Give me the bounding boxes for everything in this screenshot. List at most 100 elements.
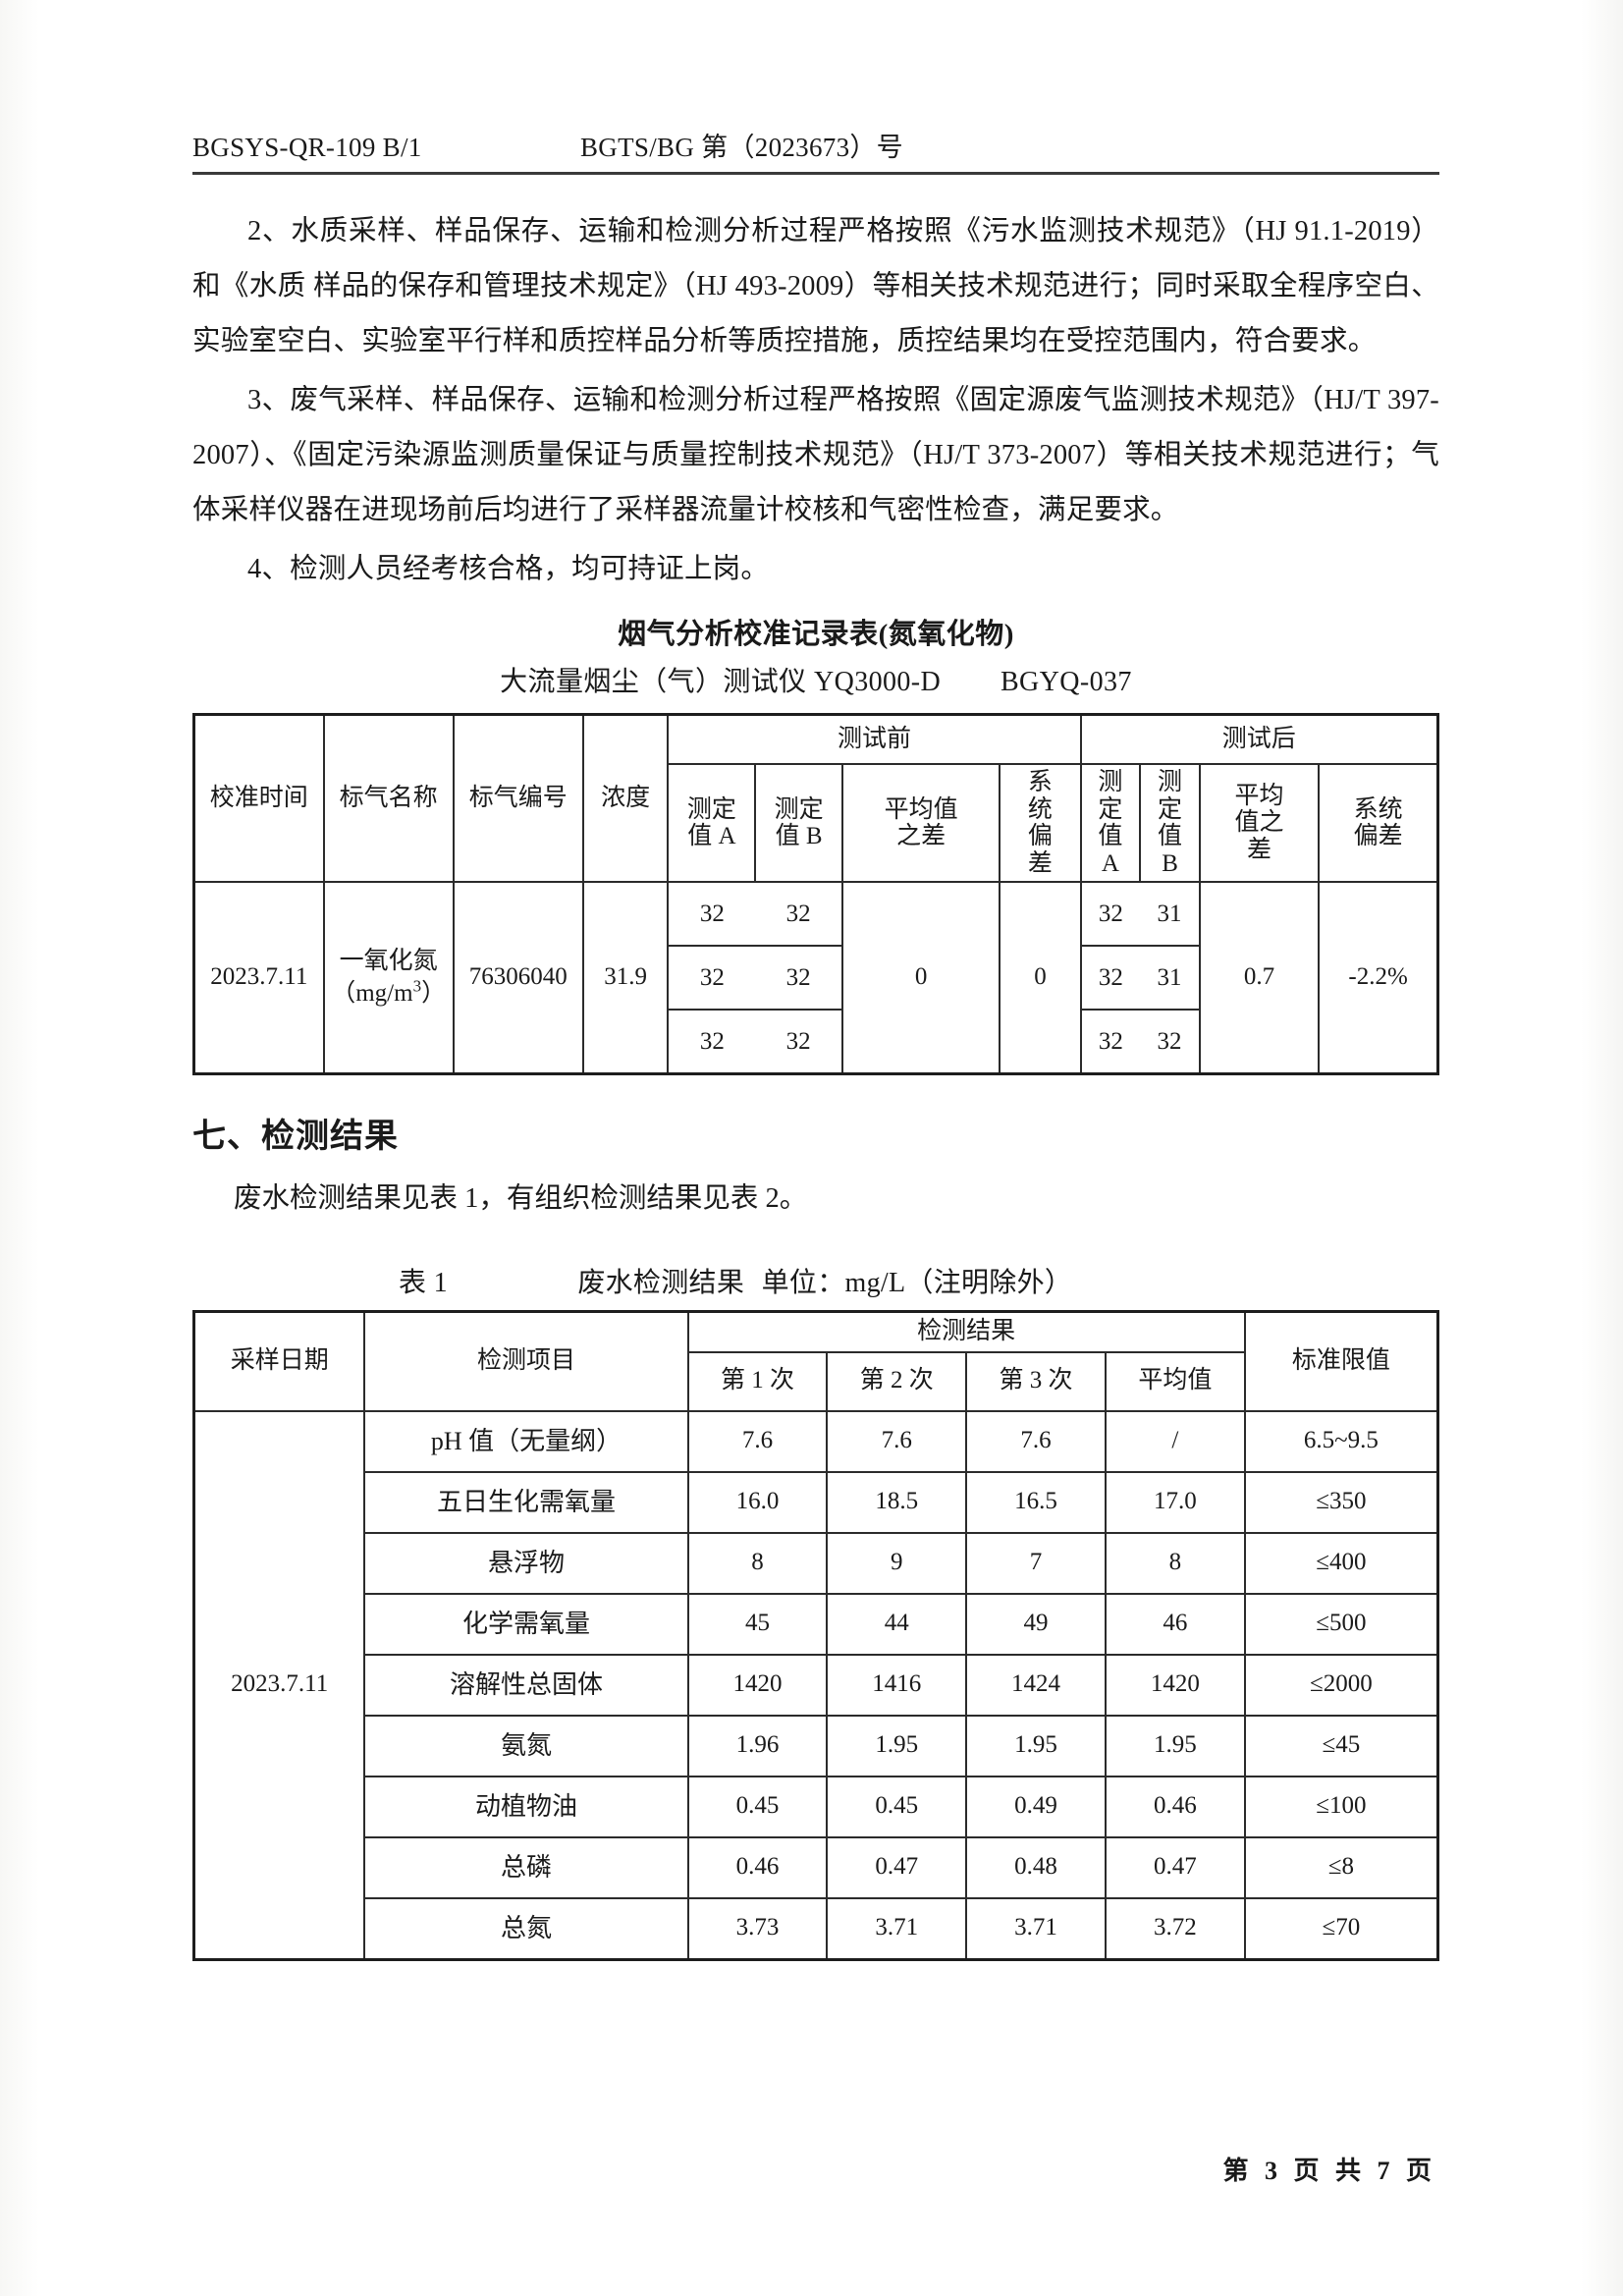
cell-limit: ≤400 [1243, 1531, 1439, 1595]
cell-mean: 8 [1104, 1531, 1246, 1595]
cell-mean: 1420 [1104, 1653, 1246, 1717]
cell-run2: 0.45 [826, 1775, 968, 1838]
report-serial-number: BGTS/BG 第（2023673）号 [580, 133, 903, 162]
col-before-mean-difference: 平均值 之差 [841, 763, 1001, 883]
table-row: 动植物油 0.45 0.45 0.49 0.46 ≤100 [194, 1775, 1439, 1838]
cell-item: 动植物油 [363, 1775, 689, 1838]
before-b-1: 32 [755, 883, 842, 947]
section-heading-results: 七、检测结果 [192, 1119, 399, 1155]
table1-caption: 表 1 废水检测结果 单位：mg/L（注明除外） [192, 1261, 1439, 1300]
cell-mean: / [1104, 1409, 1246, 1473]
cell-item: 悬浮物 [363, 1531, 689, 1595]
table1-label: 表 1 [399, 1268, 448, 1298]
after-a-2: 32 [1081, 946, 1141, 1011]
cell-run3: 7.6 [965, 1409, 1107, 1473]
document-code: BGSYS-QR-109 B/1 [192, 133, 422, 162]
cell-run1: 0.46 [686, 1835, 829, 1899]
table1-header-row-group: 采样日期 检测项目 检测结果 标准限值 [192, 1310, 1439, 1412]
paragraph-exhaust-sampling: 3、废气采样、样品保存、运输和检测分析过程严格按照《固定源废气监测技术规范》（H… [192, 385, 1439, 525]
cell-calibration-time: 2023.7.11 [192, 881, 325, 1075]
cell-run3: 0.48 [965, 1835, 1107, 1899]
calibration-header-row-group: 校准时间 标气名称 标气编号 浓度 测试前 测试后 [192, 713, 1439, 883]
col-after-value-b: 测 定 值 B [1139, 763, 1201, 883]
col-run-2: 第 2 次 [826, 1350, 968, 1412]
cell-mean: 1.95 [1104, 1714, 1246, 1777]
cell-limit: ≤100 [1243, 1775, 1439, 1838]
table-row: 2023.7.11 pH 值（无量纲） 7.6 7.6 7.6 / 6.5~9.… [192, 1409, 1439, 1960]
cell-run2: 9 [826, 1531, 968, 1595]
paragraph-personnel: 4、检测人员经考核合格，均可持证上岗。 [247, 554, 770, 584]
cell-limit: 6.5~9.5 [1243, 1409, 1439, 1473]
cell-after-mean-difference: 0.7 [1198, 881, 1321, 1075]
cell-run1: 1.96 [686, 1714, 829, 1777]
after-a-1: 32 [1081, 883, 1141, 947]
before-a-2: 32 [669, 946, 756, 1011]
cell-run3: 3.71 [965, 1896, 1107, 1960]
cell-run3: 16.5 [965, 1470, 1107, 1534]
table1-header-row-sub: 第 1 次 第 2 次 第 3 次 平均值 [194, 1350, 1438, 1412]
calibration-header-row-sub: 测定 值 A 测定 值 B 平均值 之差 系 统 偏 差 [194, 763, 1439, 883]
table1-unit: 单位：mg/L（注明除外） [761, 1268, 1073, 1298]
col-before-value-a: 测定 值 A [667, 763, 757, 883]
col-sampling-date: 采样日期 [192, 1310, 366, 1412]
table-row: 悬浮物 8 9 7 8 ≤400 [194, 1531, 1439, 1595]
cell-run2: 7.6 [826, 1409, 968, 1473]
cell-limit: ≤8 [1243, 1835, 1439, 1899]
cell-limit: ≤350 [1243, 1470, 1439, 1534]
col-calibration-time: 校准时间 [192, 713, 325, 883]
cell-run1: 1420 [686, 1653, 829, 1717]
instrument-name: 大流量烟尘（气）测试仪 YQ3000-D [500, 667, 942, 697]
calibration-table-title: 烟气分析校准记录表(氮氧化物) [618, 619, 1014, 650]
cell-run3: 49 [965, 1592, 1107, 1656]
cell-mean: 0.46 [1104, 1775, 1246, 1838]
paragraph-water-sampling: 2、水质采样、样品保存、运输和检测分析过程严格按照《污水监测技术规范》（HJ 9… [192, 216, 1439, 356]
after-a-3: 32 [1098, 1027, 1123, 1055]
table-row: 氨氮 1.96 1.95 1.95 1.95 ≤45 [194, 1714, 1439, 1777]
col-gas-number: 标气编号 [452, 713, 584, 883]
before-a-3: 32 [699, 1027, 725, 1055]
table1-title: 废水检测结果 [577, 1268, 745, 1298]
page-content: BGSYS-QR-109 B/1 BGTS/BG 第（2023673）号 2、水… [192, 126, 1439, 1961]
col-average: 平均值 [1104, 1350, 1246, 1412]
after-b-3: 32 [1157, 1027, 1182, 1055]
cell-run2: 44 [826, 1592, 968, 1656]
cell-run1: 3.73 [686, 1896, 829, 1960]
cell-run1: 0.45 [686, 1775, 829, 1838]
cell-mean: 3.72 [1104, 1896, 1246, 1960]
table-row: 溶解性总固体 1420 1416 1424 1420 ≤2000 [194, 1653, 1439, 1717]
group-header-after-test: 测试后 [1079, 713, 1439, 765]
cell-item: 溶解性总固体 [363, 1653, 689, 1717]
col-run-3: 第 3 次 [965, 1350, 1107, 1412]
after-b-1: 31 [1140, 883, 1199, 947]
cell-after-value-a-stack: 32 32 32 [1081, 882, 1141, 1074]
col-after-mean-difference: 平均 值之 差 [1198, 763, 1321, 883]
col-before-system-deviation: 系 统 偏 差 [999, 763, 1082, 883]
table-row: 五日生化需氧量 16.0 18.5 16.5 17.0 ≤350 [194, 1470, 1439, 1534]
cell-sampling-date: 2023.7.11 [192, 1409, 366, 1960]
cell-mean: 0.47 [1104, 1835, 1246, 1899]
cell-run1: 7.6 [686, 1409, 829, 1473]
cell-run2: 1.95 [826, 1714, 968, 1777]
cell-item: 五日生化需氧量 [363, 1470, 689, 1534]
cell-run2: 1416 [826, 1653, 968, 1717]
col-before-value-b: 测定 值 B [754, 763, 844, 883]
cell-before-mean-difference: 0 [841, 881, 1001, 1075]
cell-item: pH 值（无量纲） [363, 1409, 689, 1473]
header-divider [192, 172, 1439, 175]
cell-run1: 45 [686, 1592, 829, 1656]
cell-before-value-a-stack: 32 32 32 [668, 882, 756, 1074]
cell-mean: 17.0 [1104, 1470, 1246, 1534]
calibration-table: 校准时间 标气名称 标气编号 浓度 测试前 测试后 测定 值 A 测定 值 B … [192, 713, 1439, 1075]
group-header-before-test: 测试前 [667, 713, 1082, 765]
cell-run3: 0.49 [965, 1775, 1107, 1838]
cell-gas-name: 一氧化氮 （mg/m3） [322, 881, 455, 1075]
cell-limit: ≤70 [1243, 1896, 1439, 1960]
group-header-test-results: 检测结果 [686, 1310, 1246, 1353]
table-row: 总磷 0.46 0.47 0.48 0.47 ≤8 [194, 1835, 1439, 1899]
before-a-1: 32 [669, 883, 756, 947]
cell-gas-number: 76306040 [452, 881, 584, 1075]
cell-item: 化学需氧量 [363, 1592, 689, 1656]
col-gas-name: 标气名称 [322, 713, 455, 883]
col-after-system-deviation: 系统 偏差 [1318, 763, 1439, 883]
